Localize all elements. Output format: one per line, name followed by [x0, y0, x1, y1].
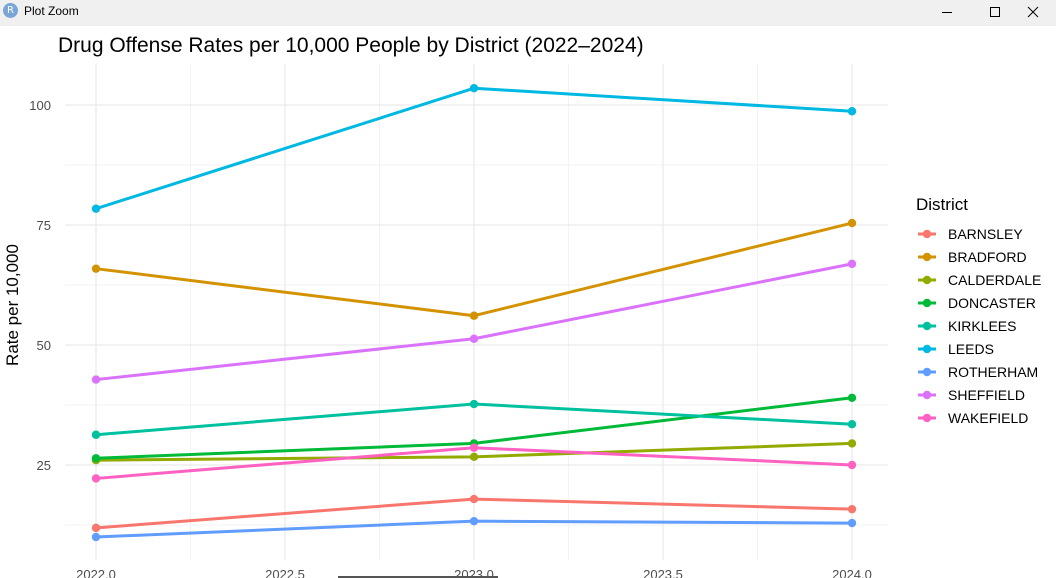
close-button[interactable]: [1010, 0, 1056, 24]
y-tick-label: 75: [37, 218, 51, 233]
x-tick-label: 2022.0: [76, 567, 116, 578]
legend-item-barnsley: BARNSLEY: [918, 226, 1023, 242]
y-axis-label: Rate per 10,000: [3, 244, 22, 366]
legend-label-sheffield: SHEFFIELD: [948, 387, 1025, 403]
chart-title: Drug Offense Rates per 10,000 People by …: [58, 34, 644, 57]
data-point-kirklees: [469, 399, 479, 409]
legend-label-leeds: LEEDS: [948, 341, 994, 357]
legend-key-point-barnsley: [922, 229, 932, 239]
legend-item-bradford: BRADFORD: [918, 249, 1027, 265]
data-point-kirklees: [91, 430, 101, 439]
data-point-barnsley: [847, 504, 857, 514]
legend-key-point-calderdale: [922, 275, 932, 285]
data-point-rotherham: [91, 532, 101, 542]
legend-key-point-leeds: [922, 344, 932, 354]
legend-item-calderdale: CALDERDALE: [918, 272, 1041, 288]
maximize-icon: [990, 7, 1000, 17]
legend-item-sheffield: SHEFFIELD: [918, 387, 1025, 403]
r-app-icon: R: [3, 3, 18, 18]
x-tick-label: 2023.0: [454, 567, 494, 578]
legend-item-rotherham: ROTHERHAM: [918, 364, 1038, 380]
y-tick-label: 25: [37, 458, 51, 473]
window-title: Plot Zoom: [24, 4, 79, 18]
data-point-barnsley: [469, 494, 479, 504]
data-point-bradford: [469, 311, 479, 320]
legend-key-point-sheffield: [922, 390, 932, 400]
window-titlebar: R Plot Zoom: [0, 0, 1056, 26]
legend-label-calderdale: CALDERDALE: [948, 272, 1041, 288]
x-tick-label: 2022.5: [265, 567, 305, 578]
legend-key-point-bradford: [922, 252, 932, 262]
x-tick-label: 2023.5: [643, 567, 683, 578]
legend-label-wakefield: WAKEFIELD: [948, 410, 1028, 426]
data-point-leeds: [847, 107, 857, 116]
data-point-leeds: [469, 84, 479, 93]
legend-key-point-rotherham: [922, 367, 932, 377]
data-point-rotherham: [469, 516, 479, 526]
legend-item-wakefield: WAKEFIELD: [918, 410, 1028, 426]
data-point-calderdale: [847, 439, 857, 448]
data-point-kirklees: [847, 420, 857, 429]
y-tick-label: 50: [37, 338, 51, 353]
data-point-sheffield: [91, 375, 101, 384]
legend-title: District: [916, 195, 968, 214]
legend-item-doncaster: DONCASTER: [918, 295, 1036, 311]
legend-label-rotherham: ROTHERHAM: [948, 364, 1038, 380]
legend-key-point-kirklees: [922, 321, 932, 331]
data-point-doncaster: [847, 393, 857, 402]
data-point-leeds: [91, 204, 101, 213]
y-tick-label: 100: [29, 98, 51, 113]
legend-key-point-wakefield: [922, 413, 932, 423]
data-point-doncaster: [91, 454, 101, 463]
x-tick-label: 2024.0: [832, 567, 872, 578]
line-chart: 25 50 75 100 2022.0 2022.5 2023.0 2023.5 2024.0 R…: [3, 64, 1041, 578]
close-icon: [1027, 6, 1039, 18]
maximize-button[interactable]: [972, 0, 1018, 24]
data-point-sheffield: [847, 259, 857, 269]
minimize-icon: [942, 12, 952, 13]
legend-label-bradford: BRADFORD: [948, 249, 1027, 265]
data-point-calderdale: [469, 452, 479, 462]
legend-label-barnsley: BARNSLEY: [948, 226, 1023, 242]
legend-key-point-doncaster: [922, 298, 932, 308]
data-point-wakefield: [847, 460, 857, 470]
data-point-rotherham: [847, 518, 857, 528]
horizontal-scroll-indicator[interactable]: [338, 576, 498, 578]
legend-item-leeds: LEEDS: [918, 341, 994, 357]
data-point-bradford: [847, 218, 857, 228]
data-point-sheffield: [469, 334, 479, 343]
data-point-bradford: [91, 264, 101, 273]
data-point-wakefield: [91, 474, 101, 483]
minimize-button[interactable]: [924, 0, 970, 24]
data-point-wakefield: [469, 443, 479, 452]
data-point-barnsley: [91, 523, 101, 533]
legend-label-kirklees: KIRKLEES: [948, 318, 1016, 334]
legend-item-kirklees: KIRKLEES: [918, 318, 1016, 334]
legend-label-doncaster: DONCASTER: [948, 295, 1036, 311]
